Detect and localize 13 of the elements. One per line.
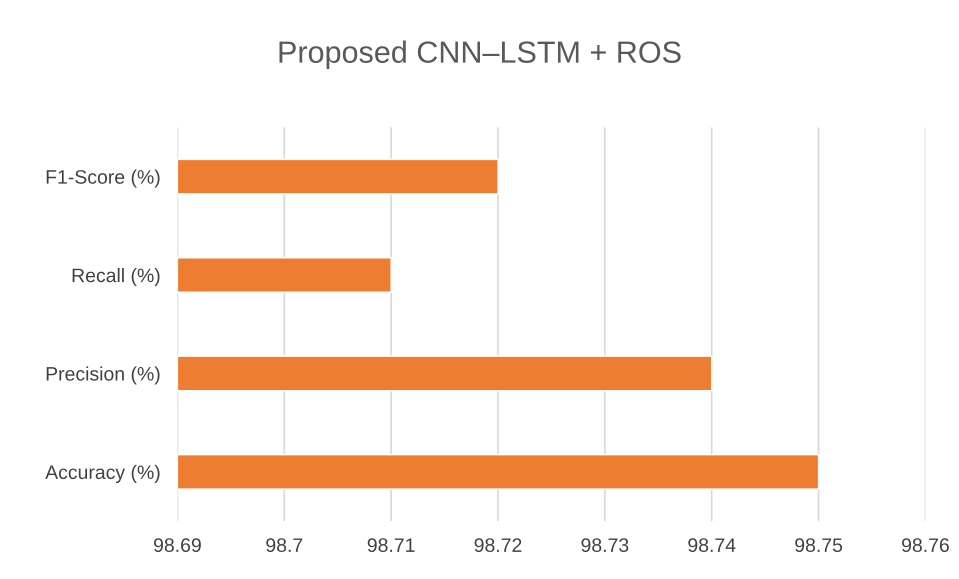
x-tick-label: 98.72: [474, 538, 522, 552]
x-tick-label: 98.74: [688, 538, 736, 552]
x-tick-label: 98.71: [368, 538, 415, 552]
x-tick-label: 98.73: [581, 538, 628, 552]
y-tick-label: Accuracy (%): [45, 464, 160, 483]
y-tick-label: Precision (%): [46, 366, 160, 385]
y-tick-label: F1-Score (%): [46, 170, 160, 188]
x-tick-label: 98.75: [795, 538, 842, 552]
chart-title: Proposed CNN–LSTM + ROS: [280, 40, 681, 70]
x-tick-label: 98.7: [266, 538, 302, 552]
x-tick-label: 98.69: [154, 538, 201, 552]
y-tick-label: Recall (%): [72, 268, 160, 286]
x-tick-label: 98.76: [902, 538, 949, 552]
